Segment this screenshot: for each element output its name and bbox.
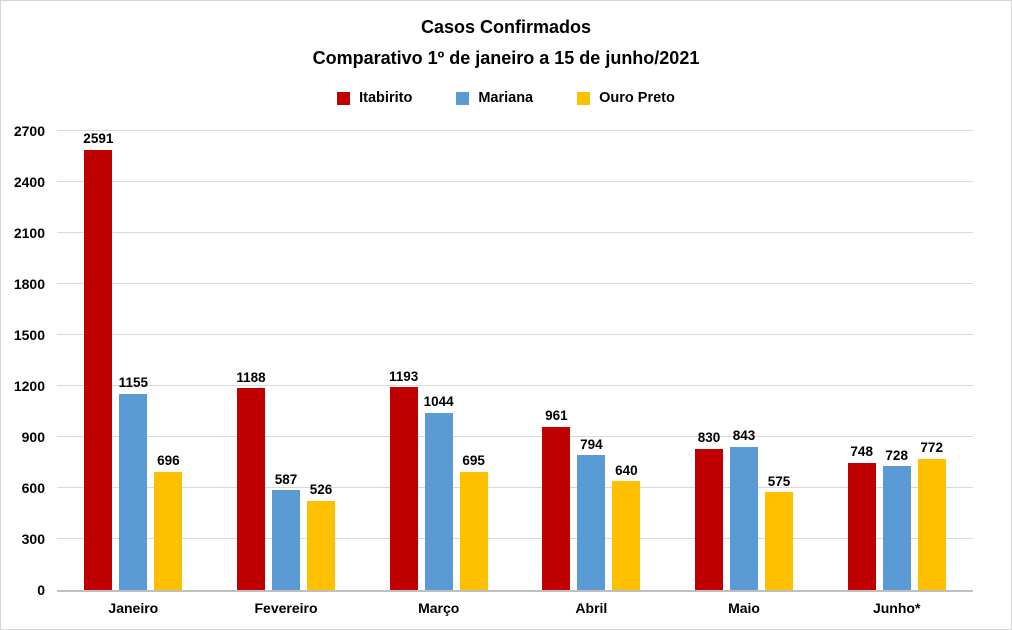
bar-value-label-mariana-fevereiro: 587	[274, 471, 298, 487]
bar-group-fevereiro: 1188 587 526	[210, 131, 363, 590]
bar-itabirito-junho: 748	[847, 445, 876, 590]
bar-value-label-ouro-preto-abril: 640	[615, 462, 638, 478]
legend-item-ouro-preto: Ouro Preto	[577, 90, 675, 106]
bar-value-label-ouro-preto-maio: 575	[767, 473, 791, 489]
bar-value-label-mariana-abril: 794	[580, 436, 603, 452]
chart-subtitle: Comparativo 1º de janeiro a 15 de junho/…	[312, 48, 700, 68]
bar-ouro-preto-mar-o: 695	[459, 454, 488, 590]
bar-itabirito-janeiro: 2591	[83, 132, 113, 590]
x-axis-category-label-junho: Junho*	[872, 600, 921, 616]
y-axis-tick-label-600: 600	[21, 480, 45, 496]
bar-value-label-ouro-preto-mar-o: 695	[462, 453, 485, 469]
bar-mariana-janeiro: 1155	[119, 376, 148, 590]
legend-label-itabirito: Itabirito	[359, 90, 413, 106]
bar-group-junho: 748 728 772	[820, 131, 973, 590]
bar-value-label-itabirito-janeiro: 2591	[83, 131, 114, 147]
gridline-1500	[57, 334, 973, 335]
bar-value-label-ouro-preto-junho: 772	[920, 440, 943, 456]
bar-ouro-preto-junho: 772	[917, 441, 946, 590]
y-axis-tick-label-2400: 2400	[13, 174, 45, 190]
bar-value-label-mariana-junho: 728	[885, 447, 908, 463]
y-axis-tick-label-2700: 2700	[13, 123, 45, 139]
bar-group-abril: 961 794 640	[515, 131, 668, 590]
legend-item-mariana: Mariana	[456, 90, 533, 106]
bar-ouro-preto-abril: 640	[612, 464, 641, 590]
bar-ouro-preto-janeiro: 696	[154, 454, 183, 590]
chart-title: Casos Confirmados	[420, 17, 592, 37]
x-axis-category-label-abril: Abril	[575, 600, 608, 616]
bar-value-label-mariana-maio: 843	[732, 428, 756, 444]
legend-swatch-ouro-preto	[577, 91, 591, 105]
gridline-2400	[57, 181, 973, 182]
x-axis-labels: Janeiro Fevereiro Março Abril Maio Junho*	[57, 600, 973, 616]
bar-itabirito-maio: 830	[695, 431, 724, 590]
y-axis-tick-label-300: 300	[21, 531, 45, 547]
legend: Itabirito Mariana Ouro Preto	[1, 90, 1011, 106]
y-axis-tick-label-1500: 1500	[13, 327, 45, 343]
bar-mariana-abril: 794	[577, 438, 606, 590]
bar-group-janeiro: 2591 1155 696	[57, 131, 210, 590]
bar-mariana-junho: 728	[882, 449, 911, 590]
y-axis-tick-label-1800: 1800	[13, 276, 45, 293]
bar-value-label-mariana-mar-o: 1044	[423, 394, 454, 410]
gridline-300	[57, 538, 973, 539]
gridline-2100	[57, 232, 973, 233]
bar-value-label-mariana-janeiro: 1155	[118, 375, 148, 391]
bar-value-label-itabirito-abril: 961	[545, 408, 568, 424]
plot-area: 2591 1155 696 1188 587 526 1193 1044 695 961 794 64…	[57, 130, 973, 592]
x-axis-category-label-mar-o: Março	[418, 600, 460, 616]
bar-mariana-maio: 843	[730, 429, 759, 590]
bar-ouro-preto-fevereiro: 526	[307, 483, 335, 590]
x-axis-category-label-fevereiro: Fevereiro	[254, 600, 318, 616]
legend-swatch-mariana	[456, 91, 470, 105]
bar-itabirito-mar-o: 1193	[389, 370, 418, 590]
legend-swatch-itabirito	[337, 91, 351, 105]
y-axis-tick-label-900: 900	[21, 429, 45, 446]
bar-itabirito-abril: 961	[542, 409, 571, 590]
bar-value-label-ouro-preto-janeiro: 696	[157, 453, 180, 469]
bar-group-maio: 830 843 575	[668, 131, 821, 590]
gridline-900	[57, 436, 973, 438]
bar-value-label-itabirito-fevereiro: 1188	[236, 369, 266, 385]
bar-group-mar-o: 1193 1044 695	[362, 131, 515, 590]
bar-itabirito-fevereiro: 1188	[236, 371, 266, 590]
bar-value-label-itabirito-mar-o: 1193	[389, 368, 419, 384]
gridline-1800	[57, 283, 973, 285]
x-axis-category-label-maio: Maio	[728, 600, 760, 616]
bar-mariana-mar-o: 1044	[424, 395, 454, 590]
legend-label-ouro-preto: Ouro Preto	[599, 90, 675, 106]
bar-value-label-itabirito-maio: 830	[697, 430, 721, 446]
gridline-2700	[57, 130, 973, 131]
chart-canvas: 2591 1155 696 1188 587 526 1193 1044 695 961 794 64…	[1, 124, 1011, 597]
bar-mariana-fevereiro: 587	[272, 473, 300, 590]
gridline-1200	[57, 385, 973, 386]
legend-label-mariana: Mariana	[478, 90, 534, 106]
gridline-600	[57, 487, 973, 488]
legend-item-itabirito: Itabirito	[337, 90, 412, 106]
x-axis-category-label-janeiro: Janeiro	[108, 600, 159, 616]
y-axis-tick-label-2100: 2100	[13, 225, 45, 241]
y-axis-tick-label-0: 0	[37, 582, 45, 598]
y-axis-tick-label-1200: 1200	[13, 378, 45, 394]
bar-value-label-ouro-preto-fevereiro: 526	[309, 482, 333, 498]
bar-ouro-preto-maio: 575	[765, 475, 794, 590]
bar-value-label-itabirito-junho: 748	[850, 444, 873, 460]
